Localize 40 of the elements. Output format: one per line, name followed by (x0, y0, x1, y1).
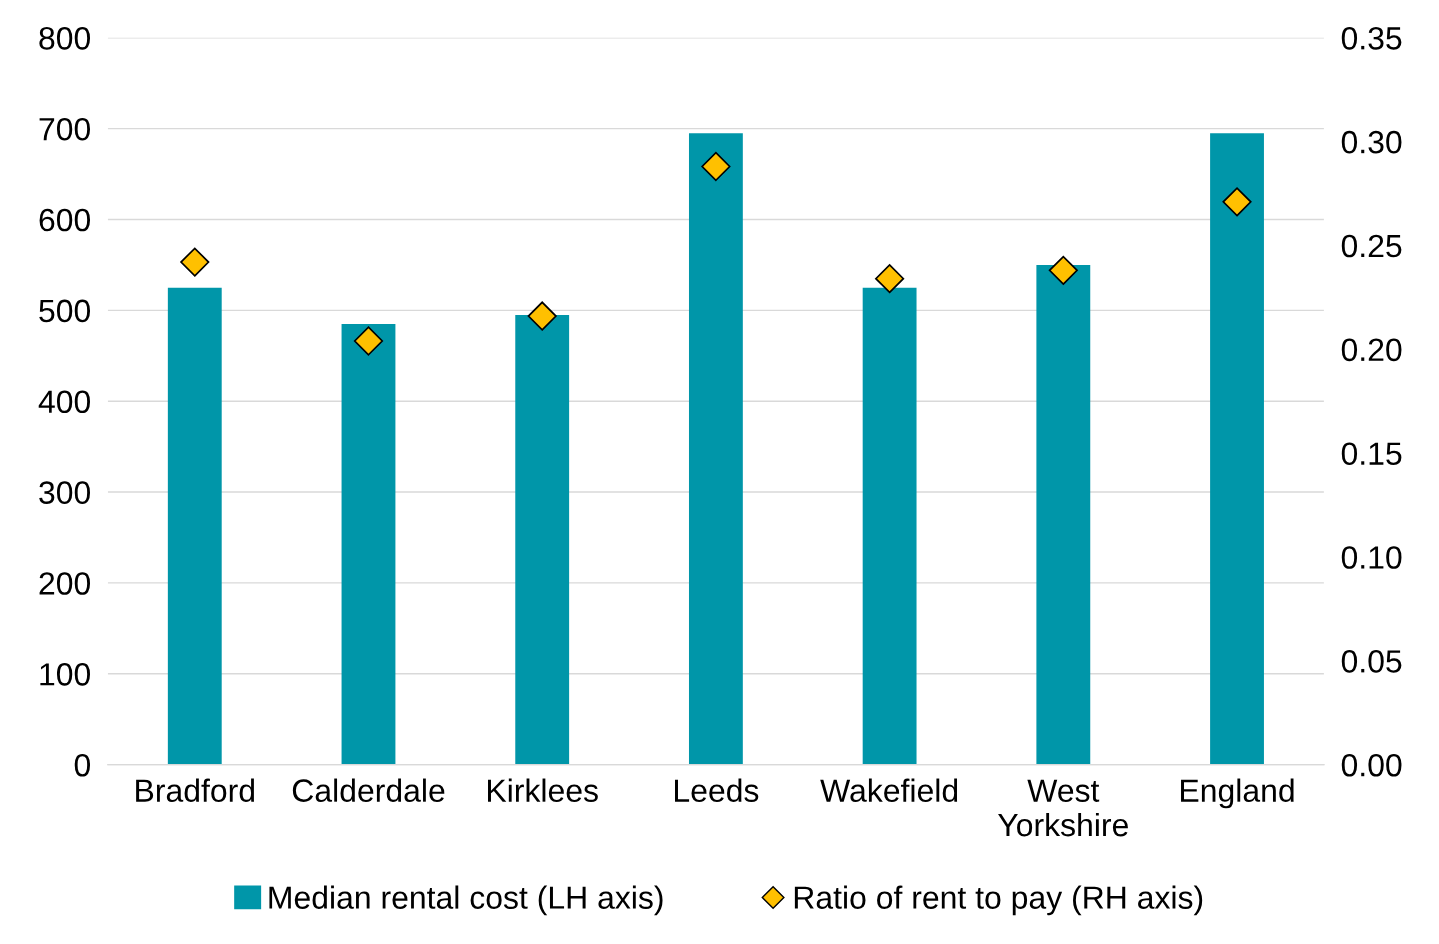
point (701, 151, 731, 182)
y2-tick-label: 0.10 (1341, 546, 1402, 569)
y2-tick-label: 0.35 (1341, 27, 1402, 50)
bar (1036, 264, 1091, 765)
y-tick-label: 400 (38, 390, 91, 414)
y-tick-label: 100 (40, 663, 91, 686)
y2-tick-label: 0.20 (1341, 338, 1402, 362)
x-tick-label: Wakefield (820, 778, 958, 802)
y-tick-label: 0 (74, 753, 91, 777)
point (353, 326, 384, 356)
y-tick-label: 800 (39, 27, 91, 50)
point (180, 247, 210, 277)
bar (515, 314, 570, 765)
bar (688, 133, 743, 765)
y-tick-label: 300 (39, 481, 91, 504)
y-tick-label: 700 (39, 117, 91, 141)
legend-label: Median rental cost (LH axis) (269, 885, 663, 916)
y2-tick-label: 0.15 (1341, 442, 1402, 466)
x-tick-label: Kirklees (488, 778, 598, 802)
x-tick-label: England (1181, 778, 1294, 809)
bar (1210, 133, 1264, 765)
x-tick-label: Bradford (136, 778, 254, 802)
y-tick-label: 200 (39, 572, 91, 595)
y2-tick-label: 0.00 (1341, 753, 1402, 777)
legend-label: Ratio of rent to pay (RH axis) (794, 885, 1203, 916)
point (875, 264, 905, 294)
y2-tick-label: 0.05 (1341, 650, 1402, 673)
y-tick-label: 500 (39, 299, 91, 323)
bar (341, 323, 396, 765)
bar (862, 287, 917, 765)
point (1222, 187, 1252, 217)
x-tick-label: Leeds (675, 778, 759, 802)
y2-tick-label: 0.30 (1341, 130, 1402, 154)
bar (167, 287, 222, 765)
x-tick-label: West Yorkshire (998, 779, 1128, 837)
x-tick-label: Calderdale (292, 778, 445, 802)
y2-tick-label: 0.25 (1341, 234, 1402, 258)
point (527, 301, 557, 331)
y-tick-label: 600 (39, 208, 91, 232)
point (1048, 255, 1078, 285)
